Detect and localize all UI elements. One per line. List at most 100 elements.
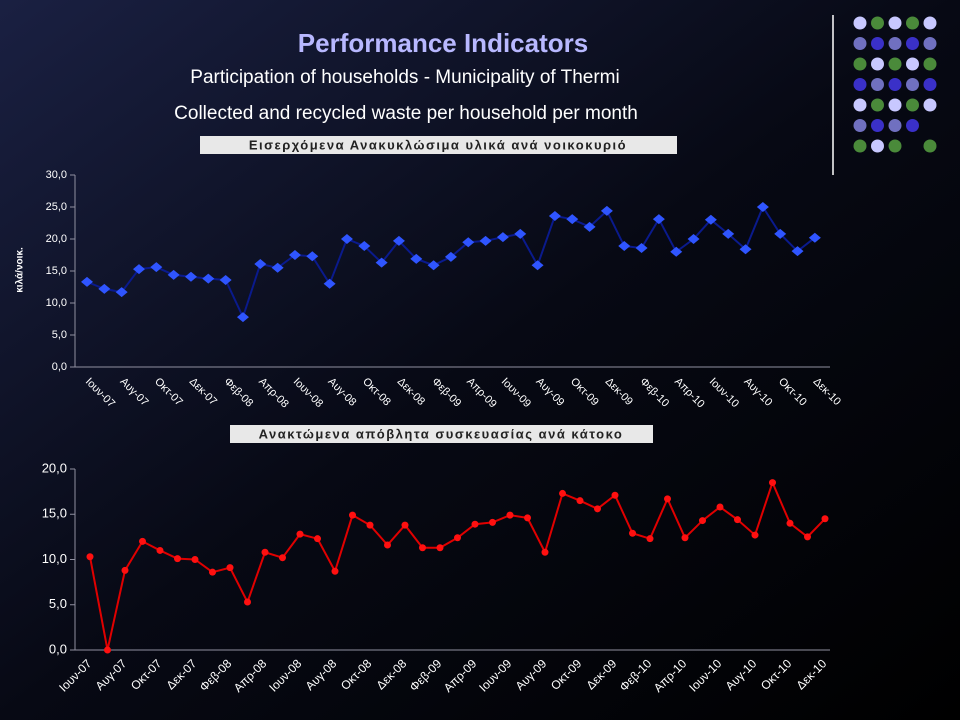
dot bbox=[888, 98, 902, 112]
data-point bbox=[150, 262, 163, 273]
data-point bbox=[786, 519, 794, 527]
data-point bbox=[594, 505, 601, 513]
data-point bbox=[139, 537, 146, 545]
data-point bbox=[454, 534, 461, 542]
data-point bbox=[479, 235, 492, 246]
data-point bbox=[462, 237, 475, 248]
y-tick-label: 5,0 bbox=[52, 329, 67, 341]
data-point bbox=[132, 264, 145, 275]
dot bbox=[906, 37, 919, 50]
chart-title: Εισερχόμενα Ανακυκλώσιμα υλικά ανά νοικο… bbox=[249, 137, 627, 152]
data-point bbox=[209, 568, 216, 576]
dot bbox=[853, 119, 867, 132]
data-point bbox=[670, 246, 683, 257]
data-point bbox=[261, 548, 269, 556]
data-point bbox=[427, 260, 440, 271]
data-point bbox=[548, 210, 561, 221]
data-point bbox=[419, 544, 426, 552]
data-point bbox=[531, 260, 544, 271]
dot bbox=[853, 57, 867, 71]
decoration bbox=[853, 16, 937, 153]
data-point bbox=[496, 232, 509, 243]
data-point bbox=[244, 598, 251, 606]
data-point bbox=[401, 521, 409, 529]
dot bbox=[888, 78, 902, 91]
data-point bbox=[121, 566, 129, 574]
data-point bbox=[514, 228, 527, 239]
y-tick-label: 20,0 bbox=[42, 460, 67, 475]
data-point bbox=[576, 497, 584, 505]
data-point bbox=[664, 495, 671, 503]
y-tick-label: 25,0 bbox=[46, 201, 67, 213]
data-point bbox=[410, 253, 423, 264]
dot bbox=[923, 57, 937, 71]
dot bbox=[871, 139, 884, 153]
dot bbox=[906, 57, 919, 71]
dot bbox=[871, 57, 884, 71]
title: Performance Indicators bbox=[298, 28, 588, 58]
data-point bbox=[629, 529, 636, 537]
data-point bbox=[611, 491, 619, 499]
dot bbox=[923, 37, 937, 50]
dot bbox=[923, 78, 937, 91]
data-point bbox=[296, 530, 304, 538]
chart-title-box bbox=[200, 136, 677, 154]
dot bbox=[906, 78, 919, 91]
data-point bbox=[226, 564, 234, 572]
data-point bbox=[167, 269, 180, 280]
data-point bbox=[506, 511, 514, 519]
data-point bbox=[184, 271, 197, 282]
data-point bbox=[331, 567, 339, 575]
data-point bbox=[524, 514, 531, 522]
dot bbox=[871, 119, 884, 132]
data-point bbox=[734, 516, 741, 524]
dot bbox=[888, 16, 902, 30]
y-tick-label: 15,0 bbox=[42, 506, 67, 521]
data-point bbox=[635, 242, 648, 253]
data-point bbox=[751, 531, 759, 539]
data-point bbox=[366, 521, 374, 529]
data-point bbox=[104, 646, 111, 654]
data-point bbox=[646, 535, 654, 543]
data-point bbox=[279, 554, 286, 562]
data-point bbox=[722, 228, 735, 239]
dot bbox=[853, 16, 867, 30]
data-point bbox=[756, 202, 769, 212]
heading: Collected and recycled waste per househo… bbox=[174, 103, 638, 124]
data-point bbox=[444, 251, 457, 262]
y-axis-label: κιλά/νοικ. bbox=[15, 247, 26, 293]
data-point bbox=[739, 244, 752, 255]
y-tick-label: 20,0 bbox=[46, 233, 67, 245]
dot bbox=[871, 37, 884, 50]
data-point bbox=[323, 278, 336, 289]
data-point bbox=[559, 489, 566, 497]
data-point bbox=[202, 273, 215, 284]
data-point bbox=[716, 503, 724, 511]
data-point bbox=[81, 276, 93, 287]
data-point bbox=[271, 262, 284, 273]
data-point bbox=[191, 556, 199, 563]
data-point bbox=[769, 479, 776, 487]
dot bbox=[923, 98, 937, 112]
y-tick-label: 10,0 bbox=[46, 297, 67, 309]
data-point bbox=[804, 533, 811, 541]
data-point bbox=[375, 257, 388, 268]
dot bbox=[888, 119, 902, 132]
data-point bbox=[681, 534, 689, 542]
dot bbox=[853, 139, 867, 153]
data-point bbox=[340, 234, 353, 244]
dot bbox=[923, 16, 937, 30]
data-point bbox=[219, 274, 232, 285]
data-point bbox=[821, 515, 829, 523]
data-point bbox=[541, 548, 549, 556]
data-point bbox=[652, 214, 665, 225]
data-point bbox=[86, 553, 94, 561]
data-point bbox=[174, 555, 181, 563]
data-point bbox=[358, 241, 371, 252]
subtitle: Participation of households - Municipali… bbox=[190, 67, 619, 88]
data-point bbox=[236, 312, 249, 323]
y-tick-label: 15,0 bbox=[46, 265, 67, 277]
dot bbox=[888, 139, 902, 153]
data-point bbox=[774, 228, 787, 239]
